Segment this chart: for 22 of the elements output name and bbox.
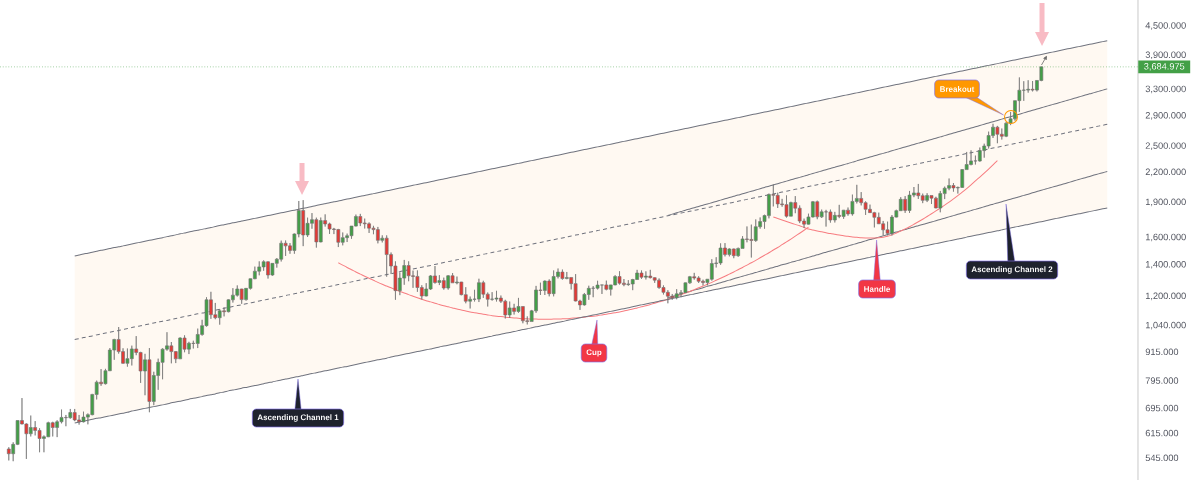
- y-tick-label: 2,900.000: [1145, 112, 1186, 120]
- annotation: Ascending Channel 2: [971, 266, 1053, 274]
- y-tick-label: 3,900.000: [1145, 51, 1186, 60]
- y-tick-label: 1,400.000: [1145, 261, 1186, 269]
- y-tick-label: 3,300.000: [1145, 85, 1186, 94]
- y-tick-label: 4,500.000: [1145, 22, 1186, 30]
- annotation: Breakout: [940, 86, 975, 92]
- y-tick-label: 695.000: [1145, 404, 1179, 412]
- y-tick-label: 795.000: [1145, 377, 1179, 384]
- annotation: Handle: [864, 286, 891, 292]
- y-tick-label: 545.000: [1145, 454, 1179, 462]
- annotation: Cup: [586, 349, 602, 357]
- y-tick-label: 915.000: [1145, 348, 1179, 356]
- y-tick-label: 1,600.000: [1145, 233, 1186, 242]
- y-tick-label: 2,200.000: [1145, 168, 1186, 177]
- ref-line-label: 3,684.975: [1144, 63, 1185, 71]
- annotation: Ascending Channel 1: [257, 414, 339, 422]
- y-tick-label: 1,040.000: [1145, 321, 1186, 330]
- y-tick-label: 2,500.000: [1145, 142, 1186, 151]
- y-tick-label: 1,200.000: [1145, 292, 1186, 301]
- y-tick-label: 615.000: [1145, 429, 1179, 437]
- y-tick-label: 1,900.000: [1145, 198, 1186, 207]
